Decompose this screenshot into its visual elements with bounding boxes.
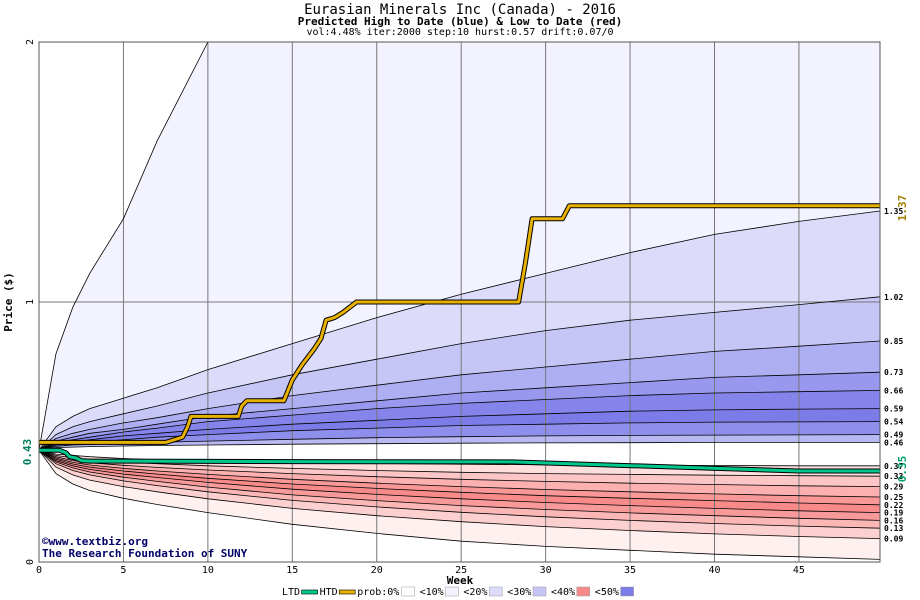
probability-band-13 [39, 450, 880, 505]
htd-end-label: 1.37 [896, 195, 909, 222]
legend-swatch [301, 589, 318, 595]
probability-band-7 [39, 421, 880, 451]
credit-foundation: The Research Foundation of SUNY [42, 547, 248, 560]
quantile-end-label: 0.19 [884, 509, 903, 518]
x-tick-label: 25 [455, 565, 467, 576]
legend-swatch [532, 586, 547, 597]
x-tick-label: 45 [793, 565, 805, 576]
x-tick-label: 5 [120, 565, 126, 576]
x-tick-label: 20 [371, 565, 383, 576]
quantile-curve-2 [38, 296, 881, 451]
probability-band-4 [39, 372, 880, 451]
probability-band-10 [39, 450, 880, 477]
x-tick-label: 30 [540, 565, 552, 576]
quantile-end-label: 0.25 [884, 493, 903, 502]
legend-swatch [338, 589, 356, 595]
quantile-end-label: 0.29 [884, 483, 903, 492]
quantile-curve-5 [38, 390, 881, 451]
legend-swatch [401, 586, 415, 597]
quantile-end-label: 0.49 [884, 431, 903, 440]
probability-band-12 [39, 450, 880, 497]
legend-swatch [445, 586, 459, 597]
htd-series-line [39, 204, 880, 444]
probability-band-8 [39, 434, 880, 451]
quantile-curve-3 [38, 340, 881, 451]
quantile-end-label: 0.22 [884, 501, 903, 510]
x-tick-label: 35 [624, 565, 636, 576]
y-tick-label: 0 [25, 559, 36, 565]
x-tick-label: 15 [286, 565, 298, 576]
legend-swatch [620, 586, 634, 597]
probability-band-14 [39, 450, 880, 513]
probability-band-11 [39, 450, 880, 487]
y-tick-label: 2 [25, 39, 36, 45]
probability-band-6 [39, 408, 880, 451]
quantile-curve-1 [38, 210, 881, 451]
probability-band-5 [39, 390, 880, 451]
quantile-end-label: 0.66 [884, 386, 903, 395]
quantile-end-label: 1.35 [884, 207, 903, 216]
legend-label: HTD [320, 587, 338, 598]
y-tick-label: 1 [25, 299, 36, 305]
quantile-curve-16 [38, 449, 881, 521]
quantile-curve-15 [38, 449, 881, 513]
credit-website: ©www.textbiz.org [42, 535, 148, 548]
ltd-end-label: 0.35 [896, 456, 909, 483]
probability-band-3 [39, 341, 880, 451]
quantile-end-label: 0.59 [884, 405, 903, 414]
quantile-curve-4 [38, 371, 881, 451]
probability-band-16 [39, 450, 880, 529]
probability-band-2 [39, 296, 880, 451]
legend-label: prob:0% [357, 587, 399, 598]
quantile-end-label: 1.02 [884, 293, 903, 302]
quantile-curve-18 [38, 449, 881, 539]
probability-band-15 [39, 450, 880, 521]
legend-label: <30% [507, 587, 531, 598]
start-price-label: 0.43 [21, 439, 34, 466]
quantile-end-label: 0.09 [884, 535, 903, 544]
quantile-end-label: 0.73 [884, 368, 903, 377]
x-axis-label: Week [447, 574, 474, 587]
quantile-end-label: 0.54 [884, 418, 903, 427]
chart-subtitle: Predicted High to Date (blue) & Low to D… [297, 15, 623, 28]
legend-label: LTD [282, 587, 300, 598]
legend-label: <20% [463, 587, 487, 598]
legend-swatch [576, 586, 591, 597]
legend-label: <40% [551, 587, 575, 598]
quantile-end-label: 0.37 [884, 462, 903, 471]
x-tick-label: 0 [36, 565, 42, 576]
plot-frame [38, 41, 881, 563]
legend-swatch [488, 586, 503, 597]
ltd-series-line [39, 448, 880, 473]
quantile-end-label: 0.33 [884, 472, 903, 481]
legend-label: <10% [420, 587, 444, 598]
probability-band-17 [39, 450, 880, 539]
probability-band-0 [39, 42, 880, 451]
legend-label: <50% [595, 587, 619, 598]
x-tick-label: 40 [708, 565, 720, 576]
quantile-end-label: 0.46 [884, 438, 903, 447]
quantile-end-label: 0.16 [884, 516, 903, 525]
x-tick-label: 10 [202, 565, 214, 576]
y-axis-label: Price ($) [2, 272, 15, 332]
quantile-curve-13 [38, 449, 881, 498]
quantile-curve-19 [38, 449, 881, 560]
chart-params: vol:4.48% iter:2000 step:10 hurst:0.57 d… [306, 27, 614, 38]
probability-band-1 [39, 211, 880, 451]
chart-title: Eurasian Minerals Inc (Canada) - 2016 [304, 2, 616, 18]
quantile-curve-9 [38, 441, 880, 451]
quantile-end-label: 0.13 [884, 524, 903, 533]
quantile-curve-14 [38, 449, 881, 506]
quantile-end-label: 0.85 [884, 337, 903, 346]
quantile-curve-17 [38, 449, 881, 529]
